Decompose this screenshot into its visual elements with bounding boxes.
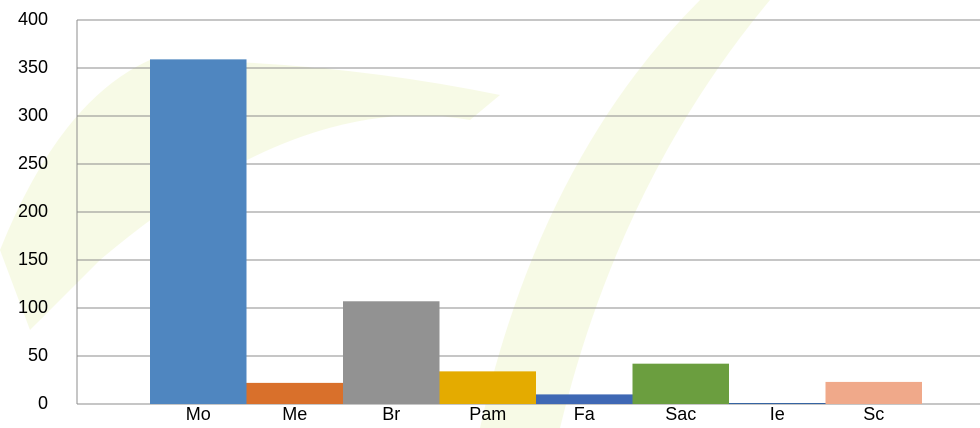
y-tick-label: 50 bbox=[28, 345, 48, 365]
bar bbox=[439, 371, 536, 404]
y-tick-label: 250 bbox=[18, 153, 48, 173]
x-tick-label: Ie bbox=[770, 404, 785, 424]
y-tick-label: 150 bbox=[18, 249, 48, 269]
background-decoration bbox=[0, 60, 500, 330]
y-tick-label: 100 bbox=[18, 297, 48, 317]
y-tick-label: 0 bbox=[38, 393, 48, 413]
x-tick-label: Mo bbox=[186, 404, 211, 424]
bar bbox=[632, 363, 729, 404]
bar bbox=[825, 381, 922, 404]
bar bbox=[343, 301, 440, 404]
x-tick-label: Fa bbox=[574, 404, 596, 424]
x-tick-label: Sac bbox=[665, 404, 696, 424]
y-tick-label: 400 bbox=[18, 9, 48, 29]
background-decoration bbox=[480, 0, 770, 428]
x-tick-label: Br bbox=[382, 404, 400, 424]
bar bbox=[150, 59, 247, 405]
bar bbox=[246, 382, 343, 404]
y-tick-label: 200 bbox=[18, 201, 48, 221]
bar bbox=[729, 403, 826, 404]
bar bbox=[536, 394, 633, 404]
y-tick-label: 350 bbox=[18, 57, 48, 77]
x-tick-label: Me bbox=[282, 404, 307, 424]
x-tick-label: Sc bbox=[863, 404, 884, 424]
x-tick-label: Pam bbox=[469, 404, 506, 424]
y-tick-label: 300 bbox=[18, 105, 48, 125]
